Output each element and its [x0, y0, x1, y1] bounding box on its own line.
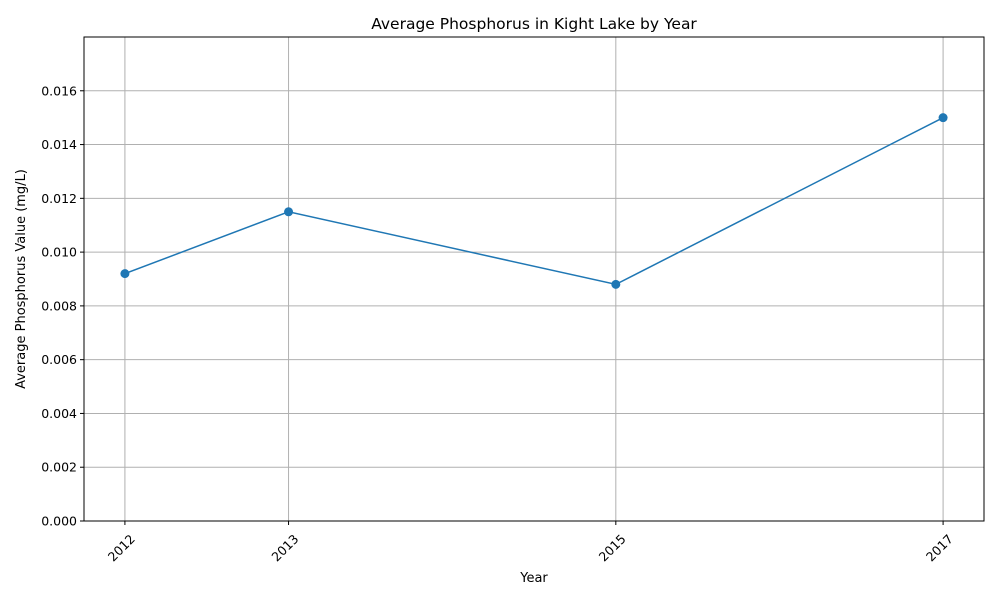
grid [84, 37, 984, 522]
series-line [124, 116, 944, 286]
plot-frame [83, 36, 985, 522]
data-point [938, 113, 948, 123]
chart-title: Average Phosphorus in Kight Lake by Year [371, 15, 697, 33]
y-tick-label: 0.002 [41, 460, 77, 475]
data-point [120, 269, 130, 279]
data-point [611, 279, 621, 289]
y-tick-label: 0.000 [41, 514, 77, 529]
x-tick-label: 2012 [105, 531, 138, 564]
y-tick-label: 0.008 [41, 298, 77, 313]
data-series [120, 113, 948, 289]
x-tick-label: 2017 [923, 531, 956, 564]
x-tick-label: 2013 [268, 531, 301, 564]
y-tick-label: 0.014 [41, 137, 77, 152]
y-tick-label: 0.012 [41, 191, 77, 206]
y-tick-label: 0.004 [41, 406, 77, 421]
x-axis-label: Year [519, 571, 548, 586]
y-axis-ticks: 0.000 0.002 0.004 0.006 0.008 0.010 0.012 0.014… [41, 83, 84, 529]
data-point [284, 207, 294, 217]
y-axis-label: Average Phosphorus Value (mg/L) [14, 169, 29, 389]
x-tick-label: 2015 [596, 531, 629, 564]
y-tick-label: 0.010 [41, 245, 77, 260]
y-tick-label: 0.016 [41, 83, 77, 98]
x-axis-ticks: 2012 2013 2015 2017 [105, 521, 956, 564]
y-tick-label: 0.006 [41, 352, 77, 367]
